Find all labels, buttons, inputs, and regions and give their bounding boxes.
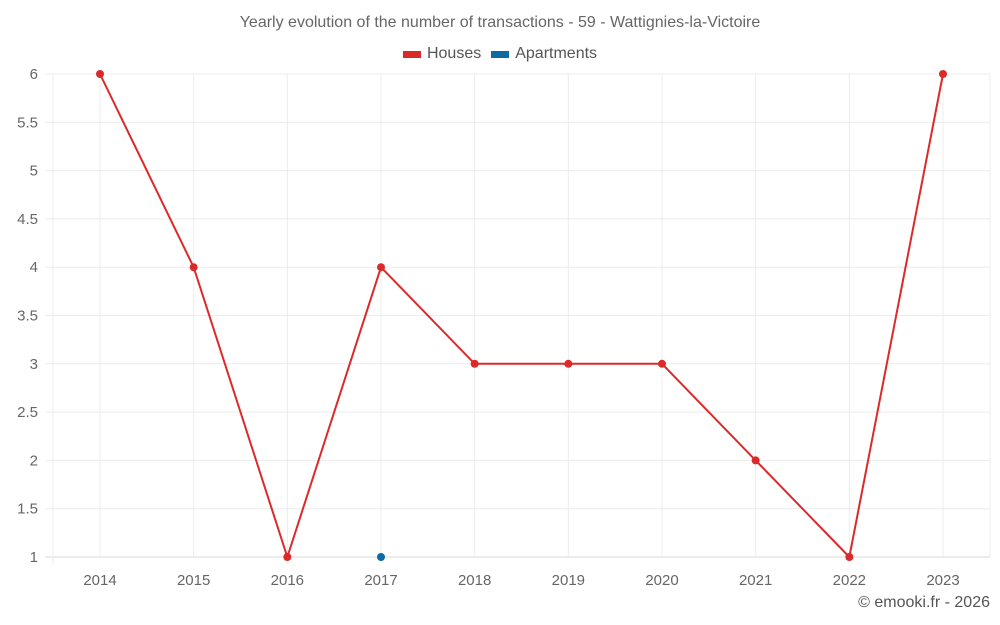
y-tick-label: 4.5: [17, 211, 38, 228]
y-tick-label: 1: [30, 549, 38, 566]
data-point[interactable]: [377, 263, 385, 272]
data-point[interactable]: [283, 553, 292, 561]
x-tick-label: 2018: [458, 572, 491, 589]
grid-lines: [45, 73, 991, 565]
series-layer: [96, 70, 947, 561]
x-tick-label: 2021: [739, 572, 772, 589]
legend-label-houses: Houses: [426, 45, 482, 62]
data-point[interactable]: [96, 70, 104, 78]
y-tick-label: 1.5: [17, 501, 38, 518]
x-tick-label: 2016: [271, 572, 304, 589]
houses-swatch-icon: [402, 50, 421, 58]
y-tick-label: 5: [30, 163, 38, 180]
legend-label-apartments: Apartments: [515, 45, 598, 62]
x-tick-label: 2023: [926, 572, 959, 589]
data-point[interactable]: [751, 456, 760, 465]
data-point[interactable]: [658, 359, 666, 368]
x-tick-label: 2022: [833, 572, 866, 589]
y-tick-label: 4: [30, 259, 38, 276]
y-tick-label: 2.5: [17, 404, 38, 421]
x-tick-label: 2019: [552, 572, 585, 589]
data-point[interactable]: [939, 70, 947, 78]
chart-title: Yearly evolution of the number of transa…: [239, 14, 761, 31]
x-tick-label: 2015: [177, 572, 210, 589]
y-tick-label: 2: [30, 452, 38, 469]
x-axis: 2014 2015 2016 2017 2018 2019 2020 2021 2022 2023: [83, 572, 959, 589]
credit-text: © emooki.fr - 2026: [858, 594, 990, 611]
y-tick-label: 3: [30, 356, 38, 373]
data-point[interactable]: [189, 263, 198, 272]
x-tick-label: 2020: [645, 572, 678, 589]
y-tick-label: 5.5: [17, 114, 38, 131]
data-point[interactable]: [564, 359, 573, 368]
legend: Houses Apartments: [0, 45, 1000, 63]
data-point[interactable]: [845, 553, 854, 561]
x-tick-label: 2017: [364, 572, 397, 589]
data-point[interactable]: [470, 359, 479, 368]
data-point[interactable]: [377, 553, 385, 561]
legend-item-apartments[interactable]: Apartments: [491, 45, 597, 63]
x-tick-label: 2014: [83, 572, 116, 589]
y-tick-label: 6: [30, 66, 38, 83]
legend-item-houses[interactable]: Houses: [402, 45, 482, 63]
y-tick-label: 3.5: [17, 308, 38, 325]
apartments-swatch-icon: [491, 50, 510, 58]
y-axis: 1 1.5 2 2.5 3 3.5 4 4.5 5 5.5 6: [17, 66, 38, 566]
